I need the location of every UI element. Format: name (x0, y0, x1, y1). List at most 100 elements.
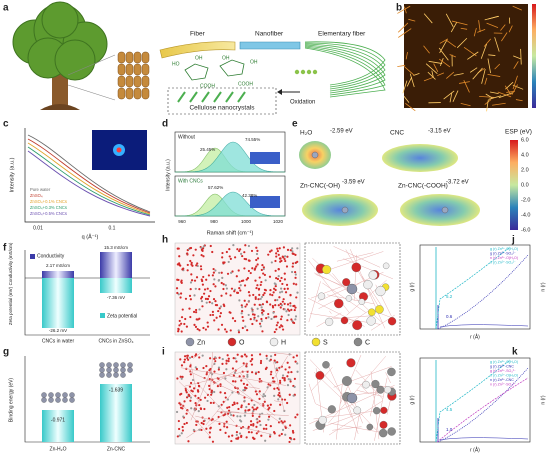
md-molecule (206, 297, 209, 301)
md-molecule (201, 279, 204, 283)
md-molecule (214, 303, 217, 307)
label: Zn-CNC(-OH) (300, 183, 340, 190)
md-molecule (282, 256, 285, 259)
md-molecule (243, 267, 246, 270)
afm-fiber (449, 54, 456, 58)
md-molecule (256, 257, 260, 260)
label: Nanofiber (255, 31, 284, 38)
md-molecule (221, 276, 224, 279)
md-molecule (198, 403, 201, 407)
md-molecule (217, 366, 221, 369)
afm-fiber (405, 51, 408, 60)
md-molecule (258, 390, 261, 393)
md-molecule (198, 428, 201, 431)
afm-fiber (439, 58, 451, 68)
md-molecule (282, 246, 285, 249)
md-molecule (283, 398, 287, 401)
afm-fiber (486, 99, 489, 112)
md-molecule (196, 262, 199, 265)
label: CNCs in ZnSO₄ (98, 338, 133, 344)
md-molecule (220, 281, 223, 285)
md-molecule (232, 374, 235, 377)
md-molecule (280, 324, 283, 327)
zeta-bar (100, 278, 132, 293)
md-molecule (260, 434, 263, 437)
atom (69, 397, 75, 403)
md-molecule (289, 380, 292, 383)
afm-fiber (446, 71, 455, 79)
legend-entry: g (r) Zn²⁺-SO₄²⁻ (490, 369, 516, 373)
md-molecule (257, 288, 261, 291)
md-molecule (291, 247, 294, 250)
legend-entry: ZnSO₄+0.1% CNCs (30, 199, 67, 204)
md-molecule (269, 293, 272, 296)
md-molecule (198, 329, 201, 332)
md-molecule (231, 403, 234, 407)
md-molecule (284, 291, 288, 294)
afm-fiber (449, 92, 453, 103)
md-molecule (294, 315, 298, 318)
colorbar-tick: -4.0 (521, 212, 530, 218)
atom-legend-dot (353, 337, 363, 347)
md-molecule (286, 319, 289, 322)
md-molecule (194, 248, 197, 251)
md-molecule (274, 284, 277, 288)
md-molecule (238, 280, 241, 283)
zoom-atom (322, 265, 332, 275)
md-molecule (250, 358, 254, 361)
md-molecule (286, 375, 289, 378)
md-molecule (196, 420, 199, 423)
md-molecule (231, 380, 235, 383)
md-molecule (276, 321, 279, 324)
label: Zeta potential (107, 313, 137, 319)
md-molecule (201, 305, 204, 308)
md-molecule (259, 353, 262, 356)
atom-legend-label: S (323, 339, 328, 346)
cnc-chain (179, 401, 210, 437)
zoom-line (67, 84, 116, 101)
saxs-inset-spot (116, 147, 122, 153)
cnc-chain (186, 426, 203, 438)
zoom-atom (380, 406, 388, 414)
md-molecule (251, 406, 254, 409)
legend-entry: ZnSO₄ (30, 193, 43, 198)
md-molecule (184, 389, 188, 392)
md-molecule (282, 298, 285, 301)
label: 1000 (241, 219, 252, 224)
md-molecule (267, 383, 270, 386)
tree-crown (41, 1, 79, 39)
md-molecule (185, 391, 188, 394)
md-molecule (198, 288, 201, 291)
md-molecule (253, 313, 256, 316)
md-molecule (284, 426, 287, 429)
md-molecule (284, 433, 287, 436)
atom (48, 397, 54, 403)
md-molecule (285, 265, 289, 268)
label: -3.59 eV (342, 180, 365, 186)
md-molecule (208, 388, 211, 391)
afm-fiber (513, 55, 521, 60)
md-molecule (219, 305, 223, 308)
cnc-chain (210, 352, 213, 391)
md-molecule (208, 436, 211, 439)
md-molecule (178, 324, 181, 327)
md-molecule (283, 302, 286, 306)
md-molecule (206, 325, 210, 328)
nanocrystal (213, 91, 222, 103)
md-molecule (251, 310, 254, 313)
label: Intensity (a.u.) (9, 157, 15, 192)
md-molecule (258, 322, 262, 325)
md-molecule (238, 375, 241, 378)
roots (40, 104, 80, 110)
zoom-atom (384, 386, 392, 394)
atom (120, 362, 126, 368)
cellulose-unit (306, 69, 312, 75)
md-molecule (273, 409, 276, 413)
afm-fiber (488, 15, 500, 20)
md-molecule (251, 267, 254, 270)
zoom-bond (361, 275, 382, 306)
atom (106, 372, 112, 378)
label: Zn-CNC (107, 446, 126, 452)
label: r (Å) (470, 333, 480, 340)
label: 4.5 (446, 407, 453, 412)
